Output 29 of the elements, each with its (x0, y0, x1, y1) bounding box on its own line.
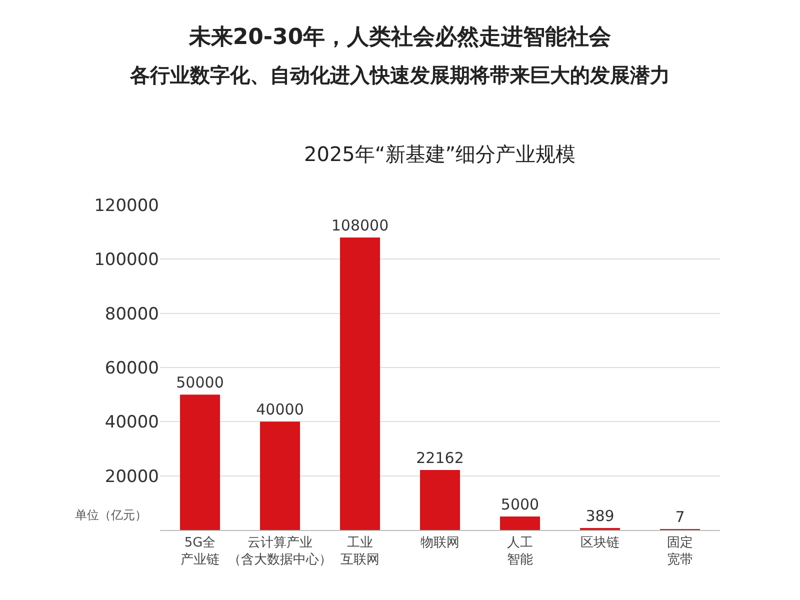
data-label: 389 (586, 507, 614, 525)
bar (180, 394, 220, 530)
data-label: 108000 (331, 216, 389, 234)
y-tick-label: 20000 (104, 466, 159, 487)
data-label: 5000 (500, 495, 540, 514)
data-label: 22162 (416, 448, 464, 467)
bar (420, 470, 460, 530)
bar (340, 238, 380, 530)
text: 单位（亿元） (75, 508, 147, 522)
x-tick-label: 物联网 (420, 536, 460, 551)
data-label: 7 (675, 508, 685, 526)
bar (500, 516, 540, 530)
data-label: 40000 (256, 400, 304, 419)
x-tick-label: 固定宽带 (667, 536, 693, 568)
chart-subtitle: 各行业数字化、自动化进入快速发展期将带来巨大的发展潜力 (128, 62, 671, 89)
y-tick-label: 40000 (104, 412, 159, 433)
y-tick-label: 120000 (94, 196, 159, 216)
x-tick-label: 5G全产业链 (180, 536, 220, 568)
data-label: 50000 (176, 374, 224, 392)
y-tick-label: 80000 (104, 304, 159, 324)
bar (260, 422, 300, 530)
x-tick-label: 工业互联网 (340, 536, 380, 568)
text: 2025年“新基建”细分产业规模 (304, 142, 576, 166)
y-tick-label: 60000 (104, 358, 159, 378)
x-tick-label: 人工智能 (507, 536, 533, 568)
chart-title: 未来20-30年，人类社会必然走进智能社会 (188, 24, 612, 52)
y-tick-label: 100000 (94, 250, 159, 270)
x-tick-label: 云计算产业（含大数据中心） (228, 536, 332, 568)
x-tick-label: 区块链 (580, 536, 620, 551)
